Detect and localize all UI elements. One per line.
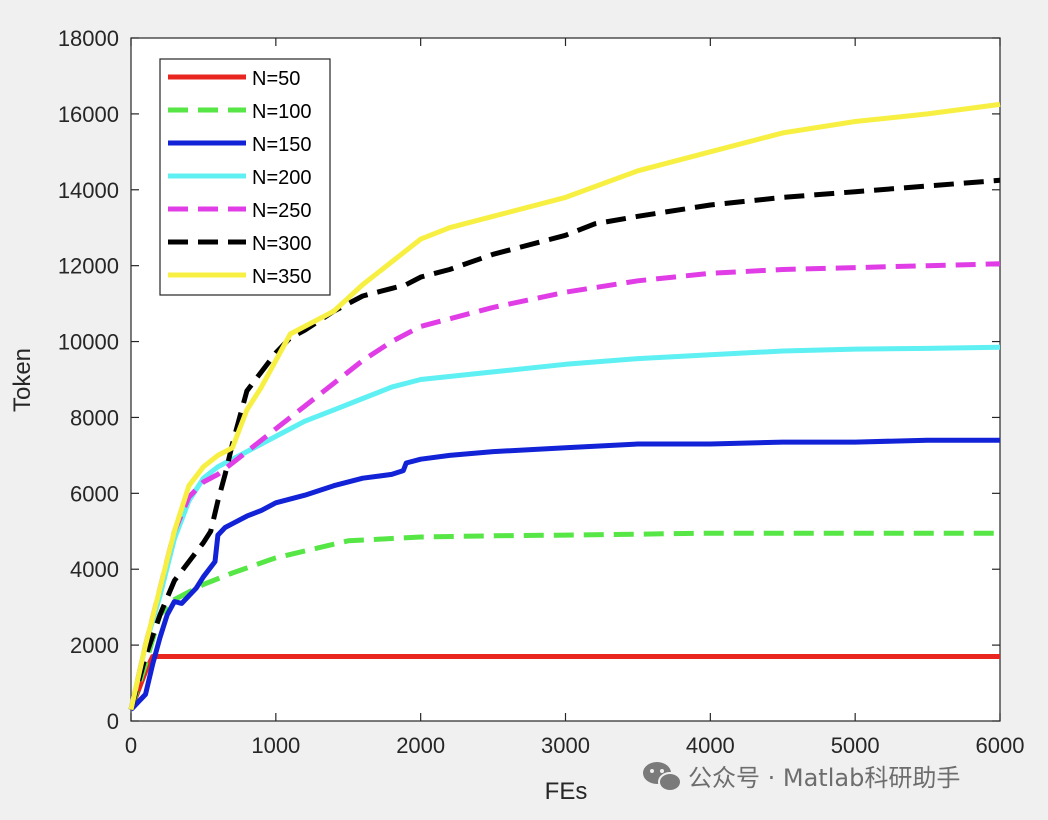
x-tick-label: 4000 (686, 733, 735, 758)
series-layer (128, 101, 1001, 712)
y-axis: 0 2000 4000 6000 8000 10000 12000 14000 16000 180… (58, 26, 1000, 734)
y-tick-label: 10000 (58, 330, 119, 355)
series-line-n-350 (128, 101, 1001, 711)
series-line-n-150 (129, 437, 1000, 712)
legend-label: N=350 (252, 266, 312, 288)
watermark: 公众号 · Matlab科研助手 (643, 762, 960, 792)
y-axis-label: Token (9, 348, 36, 412)
y-tick-label: 14000 (58, 178, 119, 203)
y-tick-label: 4000 (70, 557, 119, 582)
series-line-n-50 (128, 654, 1000, 711)
x-tick-label: 2000 (396, 733, 445, 758)
y-tick-label: 16000 (58, 102, 119, 127)
x-tick-label: 0 (125, 733, 137, 758)
watermark-text: 公众号 · Matlab科研助手 (688, 764, 960, 792)
legend-label: N=50 (252, 68, 300, 90)
x-axis: 0 1000 2000 3000 4000 5000 6000 (125, 38, 1025, 758)
y-tick-label: 0 (107, 709, 119, 734)
legend-label: N=200 (252, 167, 312, 189)
legend-label: N=100 (252, 101, 312, 123)
y-tick-label: 8000 (70, 405, 119, 430)
x-axis-label: FEs (545, 778, 588, 805)
x-tick-label: 1000 (251, 733, 300, 758)
x-tick-label: 6000 (976, 733, 1025, 758)
legend-label: N=300 (252, 233, 312, 255)
wechat-icon (643, 762, 682, 792)
y-tick-label: 6000 (70, 481, 119, 506)
x-tick-label: 5000 (831, 733, 880, 758)
series-line-n-250 (128, 261, 1001, 711)
legend-label: N=150 (252, 134, 312, 156)
series-line-n-300 (128, 177, 1001, 711)
legend-label: N=250 (252, 200, 312, 222)
legend: N=50 N=100 N=150 N=200 N=250 N=300 N=350 (159, 58, 331, 296)
x-tick-label: 3000 (541, 733, 590, 758)
y-tick-label: 12000 (58, 254, 119, 279)
series-line-n-200 (128, 344, 1001, 711)
y-tick-label: 18000 (58, 26, 119, 51)
y-tick-label: 2000 (70, 633, 119, 658)
